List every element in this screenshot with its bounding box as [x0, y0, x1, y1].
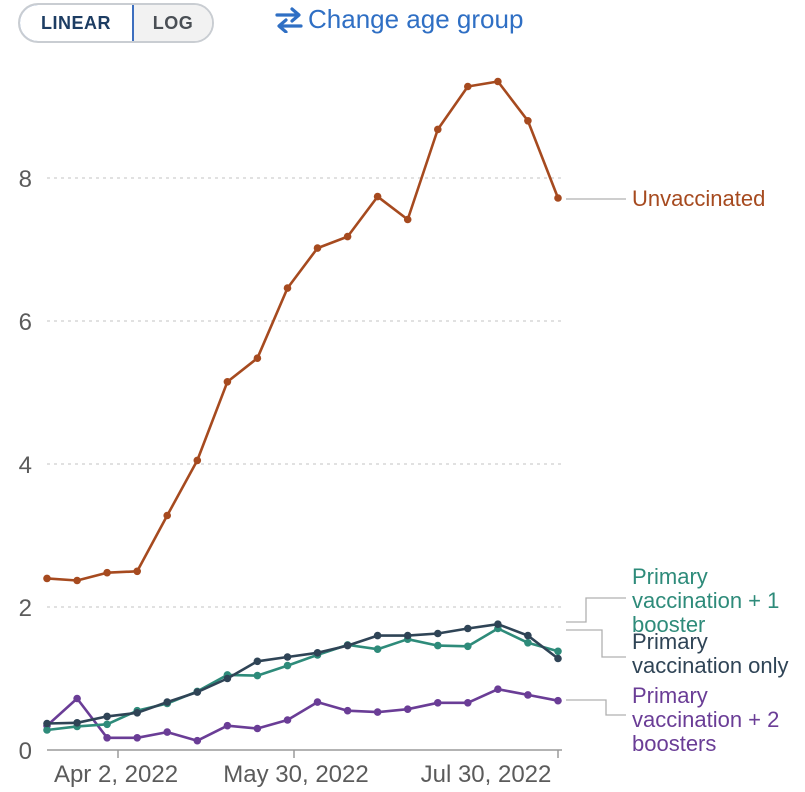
data-point [343, 232, 352, 241]
data-point [403, 215, 412, 224]
data-point [434, 641, 442, 650]
data-point [464, 699, 472, 707]
data-point [163, 511, 171, 520]
series-line [46, 80, 560, 582]
data-point [403, 705, 412, 713]
data-point [103, 720, 111, 729]
data-point [434, 699, 442, 707]
scale-controls: LINEAR LOG [18, 3, 214, 43]
data-point [283, 284, 292, 292]
series-label: Unvaccinated [632, 186, 765, 211]
series-line [46, 687, 559, 743]
data-point [554, 194, 562, 202]
series-labels: Unvaccinated Primary vaccination + 1 booste… [566, 186, 789, 756]
x-tick-label: May 30, 2022 [223, 761, 368, 788]
label-leader-line [566, 629, 626, 658]
data-point [193, 456, 202, 465]
x-tick-label: Apr 2, 2022 [54, 761, 178, 788]
linear-scale-button[interactable]: LINEAR [20, 5, 134, 41]
y-tick-label: 0 [19, 738, 32, 765]
data-point [283, 653, 292, 661]
y-tick-label: 4 [19, 452, 32, 479]
data-point [103, 712, 111, 721]
data-point [343, 641, 352, 650]
label-leader-line [566, 699, 626, 716]
data-point [223, 378, 232, 386]
data-point [43, 574, 51, 583]
data-point [313, 698, 322, 706]
series-line [46, 622, 559, 725]
data-point [434, 629, 442, 638]
data-point [253, 657, 262, 666]
data-point [133, 567, 141, 576]
series [43, 77, 562, 745]
axes: 0 2 4 6 8 Apr 2, 2022 May 30, 2022 Jul 30, 2022 [19, 166, 562, 788]
data-point [343, 706, 352, 715]
x-tick-label: Jul 30, 2022 [421, 761, 552, 788]
data-point [253, 671, 262, 680]
data-point [313, 244, 322, 252]
data-point [193, 688, 202, 696]
data-point [163, 698, 171, 706]
data-point [524, 691, 532, 699]
data-point [464, 82, 472, 91]
swap-arrows-icon [275, 6, 303, 33]
data-point [103, 568, 111, 577]
data-point [373, 192, 382, 201]
series-label: Primary vaccination + 1 booster [632, 564, 779, 637]
data-point [524, 631, 532, 640]
data-point [373, 631, 382, 640]
data-point [283, 661, 292, 670]
data-point [193, 736, 202, 745]
data-point [73, 719, 81, 727]
data-point [524, 639, 532, 647]
data-point [163, 728, 171, 736]
data-point [253, 354, 262, 363]
log-scale-button[interactable]: LOG [134, 5, 212, 41]
series-label: Primary vaccination only [632, 629, 789, 678]
scale-toggle: LINEAR LOG [18, 3, 214, 43]
data-point [494, 685, 502, 693]
data-point [253, 724, 262, 733]
y-tick-label: 8 [19, 166, 32, 193]
data-point [73, 576, 81, 585]
data-point [133, 734, 141, 742]
data-point [434, 125, 442, 134]
data-point [494, 77, 502, 86]
data-point [73, 694, 81, 703]
data-point [373, 708, 382, 716]
data-point [103, 734, 111, 742]
data-point [373, 645, 382, 653]
data-point [464, 642, 472, 651]
data-point [223, 674, 232, 683]
data-point [313, 649, 322, 657]
data-point [43, 726, 51, 734]
data-point [43, 719, 51, 728]
change-age-group-link[interactable]: Change age group [274, 4, 523, 35]
data-point [223, 721, 232, 730]
data-point [554, 654, 562, 663]
data-point [554, 696, 562, 705]
data-point [494, 620, 502, 628]
data-point [403, 631, 412, 640]
data-point [464, 624, 472, 633]
series-label: Primary vaccination + 2 boosters [632, 683, 779, 756]
y-tick-label: 6 [19, 309, 32, 336]
change-age-group-label: Change age group [308, 4, 524, 34]
data-point [524, 117, 532, 125]
data-point [283, 716, 292, 724]
y-tick-label: 2 [19, 595, 32, 622]
gridlines [47, 177, 562, 608]
data-point [554, 647, 562, 656]
label-leader-line [566, 597, 626, 623]
data-point [133, 709, 141, 717]
